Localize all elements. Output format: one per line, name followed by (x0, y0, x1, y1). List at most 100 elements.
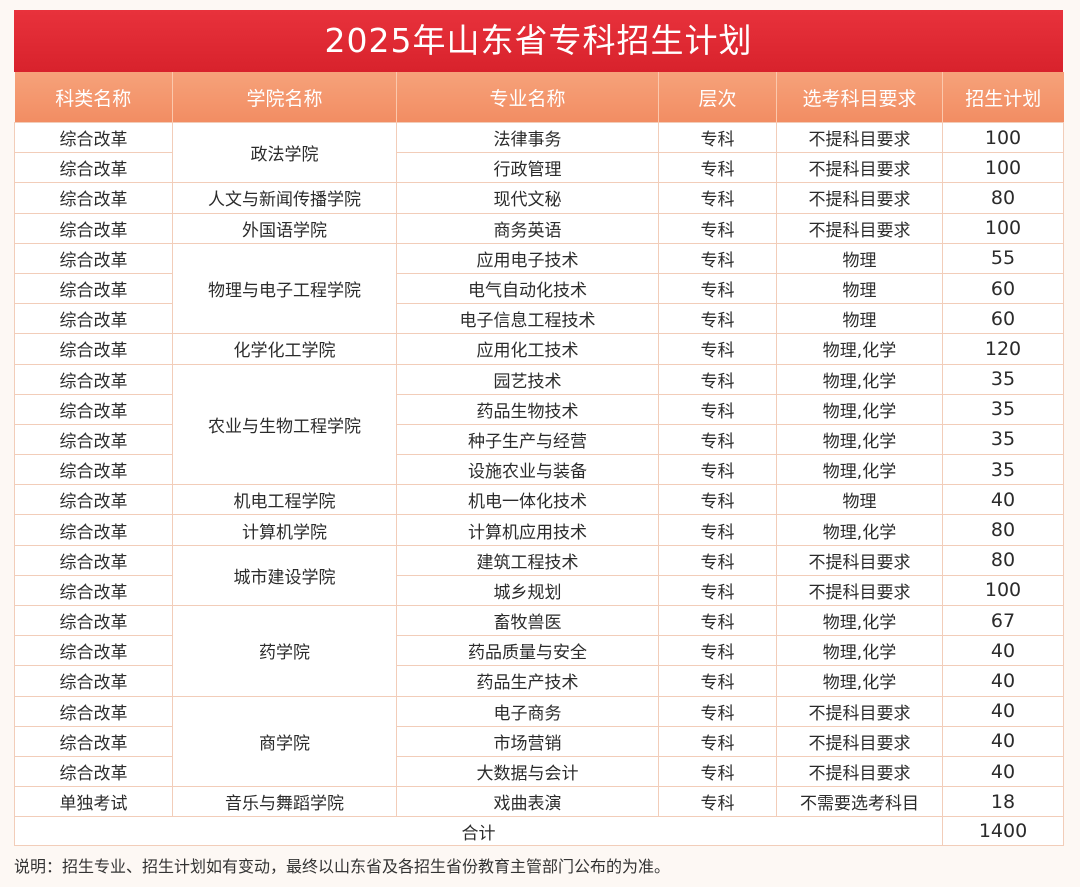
table-row: 综合改革 药品生物技术 专科 物理,化学 35 (14, 393, 1064, 425)
table-row: 综合改革 设施农业与装备 专科 物理,化学 35 (14, 454, 1064, 486)
table-row: 综合改革 城乡规划 专科 不提科目要求 100 (14, 574, 1064, 607)
page-title: 2025年山东省专科招生计划 (14, 10, 1063, 72)
requirement-cell: 物理,化学 (776, 393, 943, 425)
plan-cell: 40 (942, 635, 1064, 667)
category-cell: 综合改革 (14, 393, 173, 425)
plan-cell: 40 (942, 695, 1064, 727)
requirement-cell: 不需要选考科目 (776, 786, 943, 818)
college-cell: 音乐与舞蹈学院 (172, 786, 397, 818)
table-row: 综合改革 农业与生物工程学院 园艺技术 专科 物理,化学 35 (14, 363, 1064, 486)
college-cell: 政法学院 (172, 121, 397, 184)
table-row: 综合改革 政法学院 法律事务 专科 不提科目要求 100 (14, 121, 1064, 184)
major-cell: 应用电子技术 (396, 242, 659, 274)
plan-cell: 100 (942, 212, 1064, 244)
level-cell: 专科 (658, 212, 777, 244)
table-row: 单独考试 音乐与舞蹈学院 戏曲表演 专科 不需要选考科目 18 (14, 786, 1064, 818)
level-cell: 专科 (658, 514, 777, 546)
plan-cell: 40 (942, 755, 1064, 788)
table-row: 综合改革 电气自动化技术 专科 物理 60 (14, 272, 1064, 305)
category-cell: 综合改革 (14, 544, 173, 576)
table-row: 综合改革 物理与电子工程学院 应用电子技术 专科 物理 55 (14, 242, 1064, 335)
requirement-cell: 不提科目要求 (776, 152, 943, 184)
level-cell: 专科 (658, 665, 777, 697)
requirement-cell: 不提科目要求 (776, 695, 943, 727)
major-cell: 机电一体化技术 (396, 484, 659, 516)
header-requirement: 选考科目要求 (776, 72, 943, 123)
table-row: 综合改革 外国语学院 商务英语 专科 不提科目要求 100 (14, 212, 1064, 244)
category-cell: 综合改革 (14, 454, 173, 486)
table-row: 综合改革 药学院 畜牧兽医 专科 物理,化学 67 (14, 604, 1064, 697)
plan-cell: 100 (942, 121, 1064, 154)
requirement-cell: 物理,化学 (776, 514, 943, 546)
table-row: 综合改革 药品生产技术 专科 物理,化学 40 (14, 665, 1064, 697)
table-row: 综合改革 人文与新闻传播学院 现代文秘 专科 不提科目要求 80 (14, 182, 1064, 214)
category-cell: 综合改革 (14, 695, 173, 727)
level-cell: 专科 (658, 393, 777, 425)
major-cell: 商务英语 (396, 212, 659, 244)
level-cell: 专科 (658, 544, 777, 576)
plan-cell: 100 (942, 152, 1064, 184)
category-cell: 综合改革 (14, 665, 173, 697)
category-cell: 综合改革 (14, 212, 173, 244)
college-cell: 商学院 (172, 695, 397, 788)
major-cell: 电气自动化技术 (396, 272, 659, 305)
category-cell: 单独考试 (14, 786, 173, 818)
major-cell: 行政管理 (396, 152, 659, 184)
level-cell: 专科 (658, 182, 777, 214)
level-cell: 专科 (658, 423, 777, 456)
header-category: 科类名称 (14, 72, 173, 123)
requirement-cell: 物理,化学 (776, 333, 943, 365)
plan-cell: 67 (942, 604, 1064, 637)
plan-cell: 35 (942, 393, 1064, 425)
major-cell: 戏曲表演 (396, 786, 659, 818)
level-cell: 专科 (658, 484, 777, 516)
plan-cell: 35 (942, 454, 1064, 486)
major-cell: 法律事务 (396, 121, 659, 154)
level-cell: 专科 (658, 303, 777, 335)
category-cell: 综合改革 (14, 121, 173, 154)
level-cell: 专科 (658, 152, 777, 184)
major-cell: 应用化工技术 (396, 333, 659, 365)
level-cell: 专科 (658, 635, 777, 667)
header-college: 学院名称 (172, 72, 397, 123)
table-header-row: 科类名称 学院名称 专业名称 层次 选考科目要求 招生计划 (14, 72, 1064, 123)
category-cell: 综合改革 (14, 182, 173, 214)
table-row: 综合改革 药品质量与安全 专科 物理,化学 40 (14, 635, 1064, 667)
level-cell: 专科 (658, 786, 777, 818)
requirement-cell: 物理,化学 (776, 454, 943, 486)
category-cell: 综合改革 (14, 514, 173, 546)
header-major: 专业名称 (396, 72, 659, 123)
table-row: 综合改革 行政管理 专科 不提科目要求 100 (14, 152, 1064, 184)
total-label: 合计 (14, 816, 943, 847)
requirement-cell: 物理 (776, 242, 943, 274)
major-cell: 电子信息工程技术 (396, 303, 659, 335)
college-cell: 机电工程学院 (172, 484, 397, 516)
category-cell: 综合改革 (14, 152, 173, 184)
plan-cell: 100 (942, 574, 1064, 607)
category-cell: 综合改革 (14, 303, 173, 335)
table-row: 综合改革 城市建设学院 建筑工程技术 专科 不提科目要求 80 (14, 544, 1064, 607)
plan-cell: 35 (942, 423, 1064, 456)
plan-cell: 40 (942, 484, 1064, 516)
major-cell: 大数据与会计 (396, 755, 659, 788)
major-cell: 现代文秘 (396, 182, 659, 214)
major-cell: 电子商务 (396, 695, 659, 727)
plan-cell: 80 (942, 182, 1064, 214)
level-cell: 专科 (658, 725, 777, 757)
level-cell: 专科 (658, 333, 777, 365)
major-cell: 药品生产技术 (396, 665, 659, 697)
level-cell: 专科 (658, 574, 777, 607)
level-cell: 专科 (658, 755, 777, 788)
requirement-cell: 物理 (776, 303, 943, 335)
requirement-cell: 不提科目要求 (776, 755, 943, 788)
table-row: 综合改革 计算机学院 计算机应用技术 专科 物理,化学 80 (14, 514, 1064, 546)
table-row: 综合改革 电子信息工程技术 专科 物理 60 (14, 303, 1064, 335)
header-level: 层次 (658, 72, 777, 123)
level-cell: 专科 (658, 604, 777, 637)
college-cell: 计算机学院 (172, 514, 397, 546)
major-cell: 计算机应用技术 (396, 514, 659, 546)
level-cell: 专科 (658, 272, 777, 305)
total-value: 1400 (942, 816, 1064, 847)
requirement-cell: 不提科目要求 (776, 121, 943, 154)
plan-cell: 35 (942, 363, 1064, 395)
